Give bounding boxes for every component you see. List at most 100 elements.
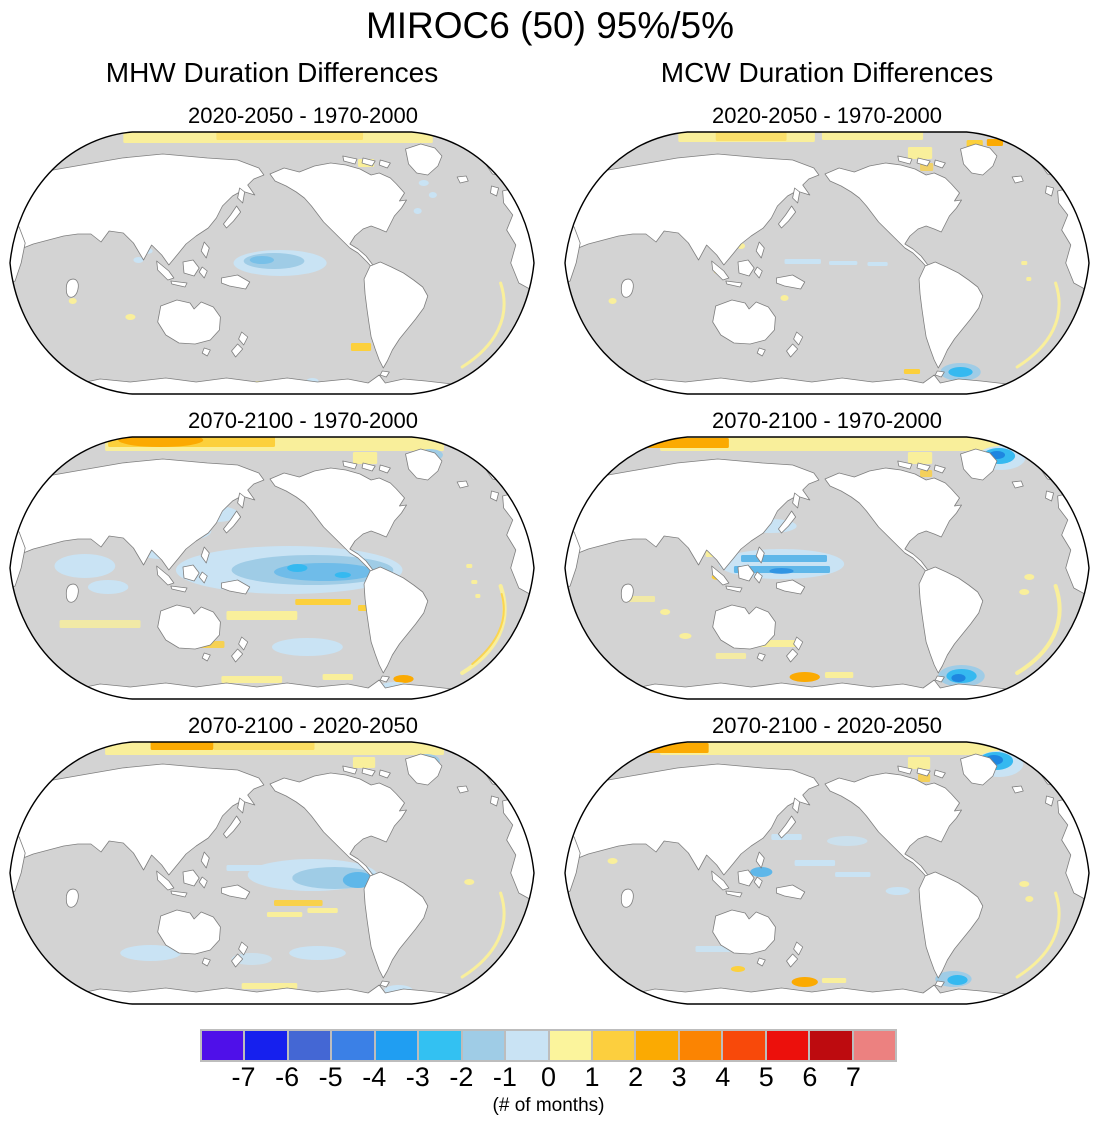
anomaly-patch [829,261,858,265]
figure-title: MIROC6 (50) 95%/5% [365,5,735,46]
anomaly-patch [123,132,433,143]
anomaly-patch [466,564,473,568]
anomaly-patch [715,132,787,141]
map-outline [9,741,535,1005]
anomaly-patch [986,139,1004,146]
anomaly-patch [903,369,921,374]
panel-title: 2020-2050 - 1970-2000 [712,103,942,128]
anomaly-patch [769,568,794,574]
anomaly-patch [274,900,323,906]
anomaly-patch [1024,574,1035,580]
anomaly-patch [920,470,933,477]
anomaly-patch [951,674,966,682]
anomaly-patch [428,192,437,198]
panel-title: 2070-2100 - 1970-2000 [188,408,418,433]
anomaly-patch [660,437,999,451]
anomaly-patch [68,298,77,304]
anomaly-patch [1025,896,1034,902]
anomaly-patch [679,633,692,639]
anomaly-patch [334,572,351,578]
anomaly-patch [1026,277,1032,281]
anomaly-patch [907,147,933,159]
colorbar-cell [419,1031,461,1060]
column-header-mcw: MCW Duration Differences [660,57,994,88]
anomaly-patch [231,953,272,965]
anomaly-patch [780,295,789,301]
anomaly-patch [771,834,802,840]
anomaly-patch [460,281,506,369]
colorbar-tick-label: 4 [715,1062,731,1092]
anomaly-patch [947,975,968,985]
anomaly-patch [607,858,618,864]
anomaly-patch [821,132,924,140]
panel-mhw-row3: 2070-2100 - 2020-2050 [9,713,535,1013]
colorbar-cell [202,1031,244,1060]
anomaly-patch [272,638,343,656]
anomaly-patch [660,742,999,755]
colorbar-cell [766,1031,809,1060]
anomaly-patch [460,891,506,979]
anomaly-patch [1015,891,1061,979]
anomaly-patch [791,977,818,987]
colorbar-cell [288,1031,331,1060]
panel-title: 2070-2100 - 2020-2050 [712,713,942,738]
world-map-mhw-row1 [9,131,535,395]
colorbar-tick-label: 5 [758,1062,774,1092]
colorbar-tick-label: 2 [628,1062,644,1092]
anomaly-patch [730,966,746,972]
colorbar-tick-label: 7 [845,1062,861,1092]
anomaly-patch [266,912,303,917]
colorbar-tick-label: -3 [405,1062,430,1092]
map-outline [564,436,1090,700]
anomaly-patch [350,343,372,351]
anomaly-patch [867,262,888,266]
anomaly-patch [125,314,136,320]
colorbar-cell [592,1031,635,1060]
colorbar-tick-label: -4 [362,1062,387,1092]
anomaly-patch [794,860,836,866]
map-outline [9,131,535,395]
panel-mhw-row1: 2020-2050 - 1970-2000 [9,103,535,403]
anomaly-patch [821,978,847,983]
anomaly-patch [660,609,671,615]
map-outline [9,436,535,700]
colorbar-cell [810,1031,852,1060]
panel-title: 2070-2100 - 2020-2050 [188,713,418,738]
anomaly-patch [213,742,315,750]
anomaly-patch [418,180,429,186]
map-outline [564,131,1090,395]
anomaly-patch [413,208,422,214]
anomaly-patch [1015,584,1062,675]
anomaly-patch [475,594,481,598]
land-layer [565,753,1089,1004]
anomaly-patch [835,872,871,877]
anomaly-patch [584,443,605,451]
colorbar [200,1029,897,1062]
colorbar-caption: (# of months) [492,1095,605,1116]
anomaly-patch [352,452,378,464]
anomaly-patch [1021,261,1028,265]
colorbar-cell [636,1031,678,1060]
anomaly-patch [287,564,308,572]
colorbar-cell [332,1031,374,1060]
colorbar-cell [462,1031,505,1060]
anomaly-patch [885,887,910,895]
anomaly-patch [54,554,116,578]
land-layer [565,143,1089,394]
anomaly-patch [695,946,731,952]
colorbar-tick-label: -2 [449,1062,474,1092]
panel-title: 2020-2050 - 1970-2000 [188,103,418,128]
anomaly-patch [1015,281,1061,369]
anomaly-patch [241,983,298,989]
colorbar-cell [853,1031,895,1060]
land-layer [10,448,534,699]
anomaly-patch [741,555,827,562]
colorbar-cell [723,1031,765,1060]
anomaly-patch [226,611,298,620]
world-map-mcw-row3 [564,741,1090,1005]
colorbar-cell [375,1031,418,1060]
anomaly-patch [750,867,773,877]
colorbar-tick-label: 6 [802,1062,818,1092]
anomaly-layer [608,132,1061,381]
anomaly-patch [352,757,376,768]
